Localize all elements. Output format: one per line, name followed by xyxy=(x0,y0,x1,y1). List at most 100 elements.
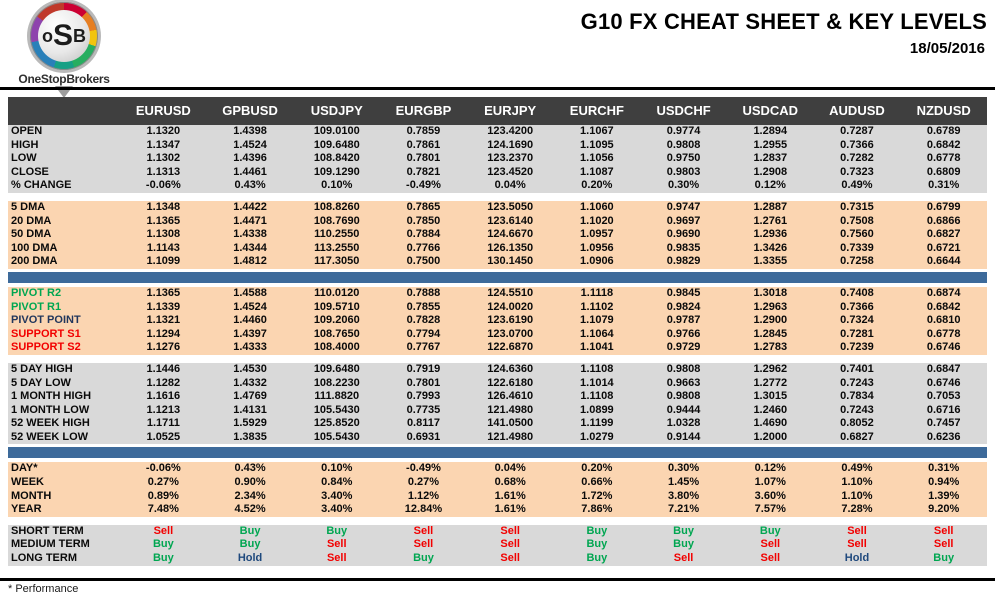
cell: 0.43% xyxy=(234,462,266,475)
column-header-usdjpy: USDJPY xyxy=(310,103,363,118)
cell: 1.4461 xyxy=(233,165,267,178)
cell: 0.6721 xyxy=(926,241,961,254)
cell: 0.90% xyxy=(234,476,266,489)
cell: 0.6874 xyxy=(926,286,961,299)
table-row: 52 WEEK LOW 1.0525 1.3835 105.5430 0.6931 121… xyxy=(8,431,987,445)
row-label: CLOSE xyxy=(11,165,49,178)
cell: 1.1276 xyxy=(146,341,181,354)
cell: 1.2460 xyxy=(753,403,788,416)
cell: 0.7053 xyxy=(926,390,961,403)
table-row: 52 WEEK HIGH 1.1711 1.5929 125.8520 0.8117 14… xyxy=(8,417,987,431)
cell: 1.4422 xyxy=(233,200,267,213)
cell: 0.6746 xyxy=(926,376,961,389)
row-label: MEDIUM TERM xyxy=(11,538,90,551)
cell: 0.12% xyxy=(754,179,786,192)
cell: 0.04% xyxy=(494,179,526,192)
cell: 0.9808 xyxy=(666,390,701,403)
cell: 0.7888 xyxy=(406,286,441,299)
cell: 105.5430 xyxy=(313,403,360,416)
cell: 1.2936 xyxy=(753,228,788,241)
cell: 7.28% xyxy=(841,503,873,516)
table-row: 100 DMA 1.1143 1.4344 113.2550 0.7766 126.135… xyxy=(8,242,987,256)
row-label: 1 MONTH LOW xyxy=(11,403,90,416)
header-divider-line xyxy=(0,87,995,90)
row-label: PIVOT R2 xyxy=(11,286,62,299)
report-date: 18/05/2016 xyxy=(909,40,985,57)
cell: 0.7324 xyxy=(840,314,874,327)
column-header-usdchf: USDCHF xyxy=(656,103,711,118)
cell: 3.40% xyxy=(321,503,353,516)
row-label: 1 MONTH HIGH xyxy=(11,390,92,403)
cell: 117.3050 xyxy=(314,255,360,268)
cell: 1.3018 xyxy=(753,286,788,299)
cell: 126.1350 xyxy=(487,241,534,254)
cell: 108.8420 xyxy=(313,152,360,165)
cell: 0.7457 xyxy=(926,417,961,430)
cell: 0.6778 xyxy=(926,152,961,165)
cell: 1.1347 xyxy=(146,138,181,151)
cell: 0.7408 xyxy=(840,286,874,299)
cell: 1.4338 xyxy=(233,228,267,241)
cell: 109.2060 xyxy=(313,314,360,327)
cell: Sell xyxy=(933,524,954,537)
cell: 0.7767 xyxy=(406,341,441,354)
cell: 0.84% xyxy=(321,476,353,489)
page-title: G10 FX CHEAT SHEET & KEY LEVELS xyxy=(580,9,987,34)
cell: Sell xyxy=(326,538,347,551)
cell: 0.7794 xyxy=(406,327,441,340)
cell: Hold xyxy=(844,552,870,565)
cell: 123.4520 xyxy=(487,165,534,178)
cell: 0.7801 xyxy=(406,152,441,165)
logo-letter-b: B xyxy=(73,25,86,46)
cell: 0.7560 xyxy=(840,228,874,241)
cell: 0.27% xyxy=(407,476,440,489)
cell: 0.7884 xyxy=(406,228,441,241)
cell: Sell xyxy=(847,538,867,551)
cell: 0.9750 xyxy=(666,152,701,165)
cell: 1.2955 xyxy=(753,138,788,151)
row-label: 5 DMA xyxy=(11,200,46,213)
cell: 1.1616 xyxy=(146,390,181,403)
cell: 0.6789 xyxy=(926,125,961,137)
cell: -0.06% xyxy=(145,462,181,475)
cell: 0.94% xyxy=(928,476,960,489)
cell: 0.7281 xyxy=(840,327,874,340)
cell: 0.31% xyxy=(928,462,960,475)
cell: 0.7766 xyxy=(406,241,441,254)
cell: 0.10% xyxy=(321,462,353,475)
cell: 0.7865 xyxy=(406,200,441,213)
cell: 0.43% xyxy=(234,179,266,192)
fx-table: EURUSD GPBUSD USDJPY EURGBP EURJPY EURCHF USDC… xyxy=(8,97,987,566)
cell: 105.5430 xyxy=(313,430,360,443)
section-dma: 5 DMA 1.1348 1.4422 108.8260 0.7865 123.5050 1… xyxy=(8,200,987,269)
cell: Sell xyxy=(933,538,954,551)
cell: 1.4769 xyxy=(233,390,267,403)
cell: 0.9444 xyxy=(666,403,701,416)
cell: 7.48% xyxy=(147,503,179,516)
cell: 0.6827 xyxy=(840,430,874,443)
cell: 126.4610 xyxy=(487,390,534,403)
cell: 0.89% xyxy=(147,489,179,502)
cell: 108.7690 xyxy=(313,214,360,227)
section-gap xyxy=(8,516,987,525)
cell: 1.07% xyxy=(754,476,786,489)
cell: -0.06% xyxy=(145,179,181,192)
section-performance: DAY* -0.06% 0.43% 0.10% -0.49% 0.04% 0.20% 0.30… xyxy=(8,462,987,517)
table-row: 1 MONTH LOW 1.1213 1.4131 105.5430 0.7735 121… xyxy=(8,404,987,418)
column-header-usdcad: USDCAD xyxy=(742,103,799,118)
row-label: HIGH xyxy=(11,138,39,151)
column-header-nzdusd: NZDUSD xyxy=(916,103,971,118)
cell: 125.8520 xyxy=(313,417,360,430)
cell: 1.4690 xyxy=(753,417,788,430)
section-ranges: 5 DAY HIGH 1.1446 1.4530 109.6480 0.7919 124.… xyxy=(8,362,987,445)
cell: 1.2894 xyxy=(753,125,788,137)
cell: 1.2783 xyxy=(753,341,788,354)
cell: 0.6799 xyxy=(926,200,961,213)
row-label: PIVOT R1 xyxy=(11,300,62,313)
cell: 0.6842 xyxy=(926,138,961,151)
cell: Buy xyxy=(586,524,608,537)
table-row: LONG TERM Buy Hold Sell Buy Sell Buy Sell Sell Ho… xyxy=(8,552,987,566)
cell: -0.49% xyxy=(406,179,441,192)
cell: 1.10% xyxy=(841,489,873,502)
cell: Buy xyxy=(152,538,174,551)
